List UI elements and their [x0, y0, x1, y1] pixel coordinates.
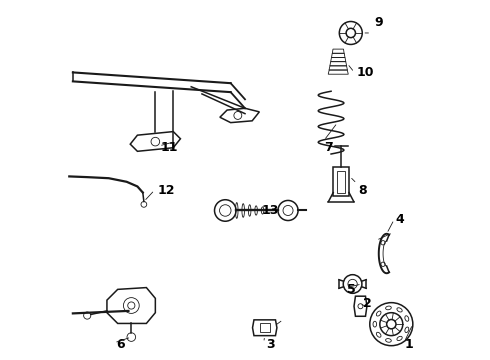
Text: 2: 2: [364, 297, 372, 310]
Text: 11: 11: [161, 141, 178, 154]
Text: 6: 6: [116, 338, 124, 351]
Text: 3: 3: [267, 338, 275, 351]
Text: 1: 1: [405, 338, 414, 351]
Text: 5: 5: [347, 283, 356, 296]
Text: 7: 7: [324, 141, 333, 154]
Text: 10: 10: [356, 66, 374, 79]
Text: 9: 9: [374, 16, 383, 29]
Text: 4: 4: [395, 213, 404, 226]
Text: 8: 8: [358, 184, 367, 197]
Text: 12: 12: [157, 184, 174, 197]
Text: 13: 13: [261, 204, 278, 217]
